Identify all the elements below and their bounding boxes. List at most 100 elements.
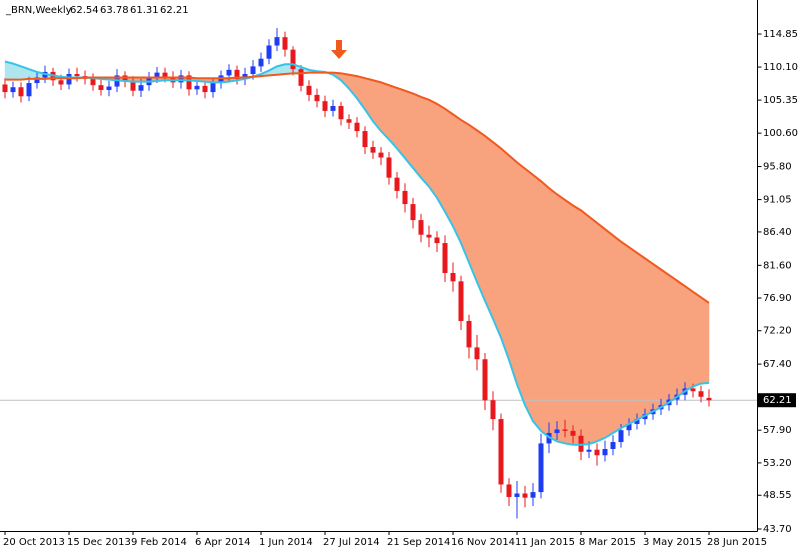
header-open: 62.54 bbox=[70, 5, 99, 16]
candle-body bbox=[610, 442, 616, 449]
candle-body bbox=[346, 119, 352, 123]
candle-body bbox=[554, 429, 560, 433]
ma-fill bbox=[604, 228, 614, 439]
candle-body bbox=[586, 449, 592, 452]
plot-area bbox=[0, 28, 758, 519]
candle-body bbox=[330, 106, 336, 111]
last-price-box bbox=[758, 393, 796, 408]
ma-fill bbox=[564, 199, 574, 446]
ma-fill bbox=[660, 269, 670, 408]
ma-fill bbox=[612, 234, 622, 434]
x-tick-label: 20 Oct 2013 bbox=[3, 537, 65, 548]
candle-body bbox=[186, 75, 192, 90]
candle-body bbox=[266, 45, 272, 59]
y-tick-label: 53.20 bbox=[763, 458, 792, 469]
candle-body bbox=[698, 391, 704, 397]
ma-fill bbox=[380, 82, 390, 141]
candle-body bbox=[442, 243, 448, 273]
candle-body bbox=[18, 87, 24, 97]
candle-body bbox=[130, 81, 136, 91]
candle-body bbox=[602, 448, 608, 456]
candle-body bbox=[386, 157, 392, 178]
last-price-label: 62.21 bbox=[763, 395, 792, 406]
y-tick-label: 81.60 bbox=[763, 260, 792, 271]
ma-fill bbox=[436, 103, 446, 213]
ma-fill bbox=[644, 257, 654, 417]
candle-body bbox=[58, 80, 64, 85]
candle-body bbox=[458, 281, 464, 321]
candle-body bbox=[138, 85, 144, 91]
ma-fill bbox=[588, 216, 598, 445]
ma-fill bbox=[692, 291, 702, 387]
header-close: 62.21 bbox=[160, 5, 189, 16]
header-low: 61.31 bbox=[130, 5, 159, 16]
ma-fill bbox=[404, 90, 414, 169]
candle-body bbox=[482, 359, 488, 401]
candle-body bbox=[418, 220, 424, 235]
candle-body bbox=[90, 78, 96, 86]
ma-fill bbox=[396, 87, 406, 159]
x-tick-label: 16 Nov 2014 bbox=[451, 537, 515, 548]
y-tick-label: 76.90 bbox=[763, 293, 792, 304]
candle-body bbox=[34, 77, 40, 84]
candle-body bbox=[194, 85, 200, 90]
x-tick-label: 11 Jan 2015 bbox=[515, 537, 575, 548]
candle-body bbox=[98, 85, 104, 91]
y-tick-label: 86.40 bbox=[763, 227, 792, 238]
candle-body bbox=[378, 152, 384, 158]
moving-average bbox=[5, 71, 710, 304]
candle-body bbox=[490, 400, 496, 420]
ma-fill bbox=[548, 187, 558, 442]
candle-body bbox=[338, 106, 344, 120]
x-tick-label: 1 Jun 2014 bbox=[259, 537, 313, 548]
ma-fill bbox=[428, 99, 438, 199]
candle-body bbox=[530, 492, 536, 498]
candle-body bbox=[354, 122, 360, 132]
moving-average bbox=[4, 60, 710, 446]
ma-fill bbox=[524, 168, 534, 422]
y-tick-label: 91.05 bbox=[763, 195, 792, 206]
y-tick-label: 57.90 bbox=[763, 425, 792, 436]
candle-body bbox=[594, 449, 600, 456]
candle-body bbox=[426, 234, 432, 238]
candle-body bbox=[394, 177, 400, 191]
ma-fill bbox=[596, 222, 606, 442]
candle-body bbox=[690, 388, 696, 392]
ma-fill bbox=[468, 124, 478, 283]
y-tick-label: 43.70 bbox=[763, 524, 792, 535]
ma-fill bbox=[556, 193, 566, 444]
candle-body bbox=[522, 493, 528, 498]
chart-title: _BRN,Weekly bbox=[5, 5, 72, 16]
candle-body bbox=[474, 347, 480, 360]
candle-body bbox=[402, 190, 408, 205]
x-tick-label: 6 Apr 2014 bbox=[195, 537, 250, 548]
ma-fill bbox=[652, 263, 662, 412]
x-tick-label: 15 Dec 2013 bbox=[67, 537, 131, 548]
candle-body bbox=[498, 419, 504, 485]
x-tick-label: 27 Jul 2014 bbox=[323, 537, 380, 548]
candle-body bbox=[258, 58, 264, 67]
candle-body bbox=[202, 85, 208, 93]
ma-fill bbox=[684, 285, 694, 392]
candle-body bbox=[242, 74, 248, 79]
candle-body bbox=[298, 69, 304, 86]
candle-body bbox=[562, 429, 568, 431]
candle-body bbox=[706, 397, 712, 401]
candle-body bbox=[626, 423, 632, 431]
ma-fill bbox=[532, 174, 542, 432]
ma-fill bbox=[516, 161, 526, 406]
candle-body bbox=[634, 419, 640, 424]
x-tick-label: 3 May 2015 bbox=[643, 537, 702, 548]
y-tick-label: 67.40 bbox=[763, 359, 792, 370]
ma-fill bbox=[676, 280, 686, 398]
ma-fill bbox=[668, 274, 678, 403]
ma-fill bbox=[540, 180, 550, 438]
ma-fill bbox=[508, 154, 518, 385]
candle-body bbox=[506, 484, 512, 497]
y-tick-label: 95.80 bbox=[763, 162, 792, 173]
candle-body bbox=[290, 49, 296, 70]
candle-body bbox=[274, 37, 280, 46]
candle-body bbox=[450, 272, 456, 282]
ma-fill bbox=[484, 135, 494, 319]
